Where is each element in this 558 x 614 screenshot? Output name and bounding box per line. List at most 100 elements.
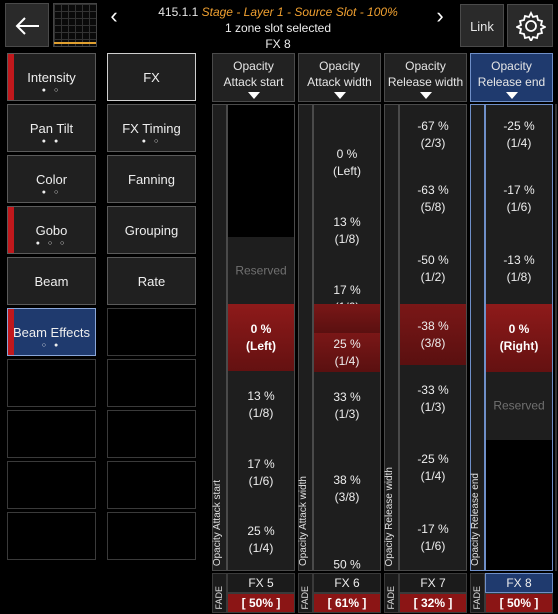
grouping-button[interactable]: Grouping (107, 206, 196, 254)
cell-value: -25 % (503, 119, 535, 133)
empty-slot-button[interactable] (107, 308, 196, 356)
fx-preview-thumbnail[interactable] (53, 3, 97, 47)
selection-subtitle: 1 zone slot selected (224, 21, 332, 35)
value-cell (314, 105, 380, 130)
fanning-button[interactable]: Fanning (107, 155, 196, 203)
button-label: FX Timing (122, 121, 181, 136)
cell-fraction: (1/6) (506, 200, 532, 214)
empty-slot-button[interactable] (107, 410, 196, 458)
column-title: Opacity (233, 59, 274, 73)
button-label: Intensity (27, 70, 76, 85)
fade-percent[interactable]: [ 50% ] (227, 593, 295, 613)
empty-slot-button[interactable] (7, 461, 96, 509)
fade-label: FADE (470, 573, 485, 613)
rate-button[interactable]: Rate (107, 257, 196, 305)
vertical-label: Opacity Release width (384, 466, 395, 567)
column-subtitle: Release end (477, 75, 546, 89)
value-cell[interactable]: -25 % (1/4) (400, 433, 466, 504)
category-intensity-button[interactable]: Intensity ● ○ (7, 53, 96, 101)
value-cell[interactable]: -13 % (1/8) (486, 233, 552, 305)
fx-button[interactable]: FX (107, 53, 196, 101)
cell-value: 0 % (508, 322, 530, 336)
category-beam-button[interactable]: Beam (7, 257, 96, 305)
cell-value: 0 % (336, 147, 358, 161)
value-cell-selected[interactable]: 0 % (Left) (228, 304, 294, 372)
value-cell[interactable]: -25 % (1/4) (486, 105, 552, 166)
value-list-attack-start[interactable]: Reserved 0 % (Left) 13 % (1/8) 17 % (1/6) 2… (227, 104, 295, 571)
vertical-label: Opacity Attack width (298, 475, 309, 566)
value-cell[interactable]: 0 % (Left) (314, 129, 380, 198)
column-side-label: Opacity Release end (470, 104, 485, 571)
value-cell[interactable]: 38 % (3/8) (314, 440, 380, 538)
value-cell-selected[interactable]: 25 % (1/4) (314, 333, 380, 373)
button-label: Fanning (128, 172, 175, 187)
cell-fraction: (1/4) (248, 540, 274, 555)
cell-fraction: (1/4) (420, 469, 446, 483)
empty-slot-button[interactable] (107, 461, 196, 509)
button-label: Pan Tilt (29, 121, 74, 136)
value-cell[interactable]: -33 % (1/3) (400, 365, 466, 434)
value-cell[interactable]: 25 % (1/4) (228, 507, 294, 570)
cell-value: 0 % (250, 321, 272, 336)
link-button[interactable]: Link (460, 4, 504, 47)
category-gobo-button[interactable]: Gobo ● ○ ○ (7, 206, 96, 254)
header-title: 415.1.1 Stage - Layer 1 - Source Slot - … (120, 5, 436, 19)
value-cell[interactable]: -50 % (1/2) (400, 233, 466, 305)
empty-slot-button[interactable] (107, 512, 196, 560)
fx-number: FX 6 (313, 573, 381, 593)
page-dots: ● ○ ○ (35, 240, 68, 247)
empty-slot-button[interactable] (7, 410, 96, 458)
value-cell[interactable]: 17 % (1/6) (228, 439, 294, 508)
fade-percent[interactable]: [ 32% ] (399, 593, 467, 613)
fx-timing-button[interactable]: FX Timing ● ○ (107, 104, 196, 152)
chevron-right-icon[interactable]: › (436, 3, 444, 28)
value-cell[interactable]: 50 % (314, 537, 380, 570)
value-cell-selected[interactable]: 0 % (Right) (486, 304, 552, 373)
value-cell[interactable]: 13 % (1/8) (228, 371, 294, 440)
cell-fraction: (1/8) (334, 232, 360, 246)
page-dots: ● ○ (141, 138, 162, 145)
category-pan-tilt-button[interactable]: Pan Tilt ● ● (7, 104, 96, 152)
column-title: Opacity (491, 59, 532, 73)
fade-percent[interactable]: [ 61% ] (313, 593, 381, 613)
value-cell[interactable]: 13 % (1/8) (314, 197, 380, 266)
column-header-release-end[interactable]: Opacity Release end (470, 53, 553, 102)
scrollbar[interactable] (555, 104, 557, 571)
value-cell-reserved: Reserved (228, 237, 294, 305)
value-cell[interactable]: -67 % (2/3) (400, 105, 466, 166)
button-label: Rate (137, 274, 166, 289)
value-cell[interactable]: -63 % (5/8) (400, 165, 466, 234)
value-cell[interactable]: -17 % (1/6) (400, 503, 466, 570)
empty-slot-button[interactable] (107, 359, 196, 407)
fx-number: FX 7 (399, 573, 467, 593)
cell-value: 13 % (333, 215, 361, 229)
cell-text: Reserved (235, 263, 287, 277)
column-header-release-width[interactable]: Opacity Release width (384, 53, 467, 102)
value-list-release-width[interactable]: -67 % (2/3) -63 % (5/8) -50 % (1/2) -38 % (3… (399, 104, 467, 571)
cell-value: -50 % (417, 252, 449, 267)
cell-value: -13 % (503, 252, 535, 267)
cell-fraction: (2/3) (420, 136, 446, 150)
value-cell[interactable]: 33 % (1/3) (314, 372, 380, 441)
chevron-left-icon[interactable]: ‹ (110, 3, 118, 28)
column-header-attack-width[interactable]: Opacity Attack width (298, 53, 381, 102)
empty-slot-button[interactable] (7, 512, 96, 560)
column-header-attack-start[interactable]: Opacity Attack start (212, 53, 295, 102)
fade-percent[interactable]: [ 50% ] (485, 593, 553, 613)
value-cell-selected[interactable]: -38 % (3/8) (400, 304, 466, 366)
value-list-release-end[interactable]: -25 % (1/4) -17 % (1/6) -13 % (1/8) 0 % (Rig… (485, 104, 553, 571)
cell-value: -33 % (417, 383, 449, 397)
category-beam-effects-button[interactable]: Beam Effects ○ ● (7, 308, 96, 356)
value-list-attack-width[interactable]: 0 %(Left) 13 %(1/8) 17 %(1/6) 25 %(1/4) … (313, 104, 381, 571)
empty-slot-button[interactable] (7, 359, 96, 407)
cell-fraction: (1/6) (248, 474, 274, 488)
settings-button[interactable] (507, 4, 553, 47)
value-cell[interactable]: -17 % (1/6) (486, 165, 552, 234)
cell-value: 17 % (247, 457, 275, 471)
location-path: Stage - Layer 1 - Source Slot - (201, 5, 368, 19)
cell-value: 25 % (247, 523, 275, 538)
cell-value: 17 % (333, 283, 361, 297)
category-color-button[interactable]: Color ● ○ (7, 155, 96, 203)
fade-label: FADE (298, 573, 313, 613)
back-button[interactable] (5, 3, 49, 47)
